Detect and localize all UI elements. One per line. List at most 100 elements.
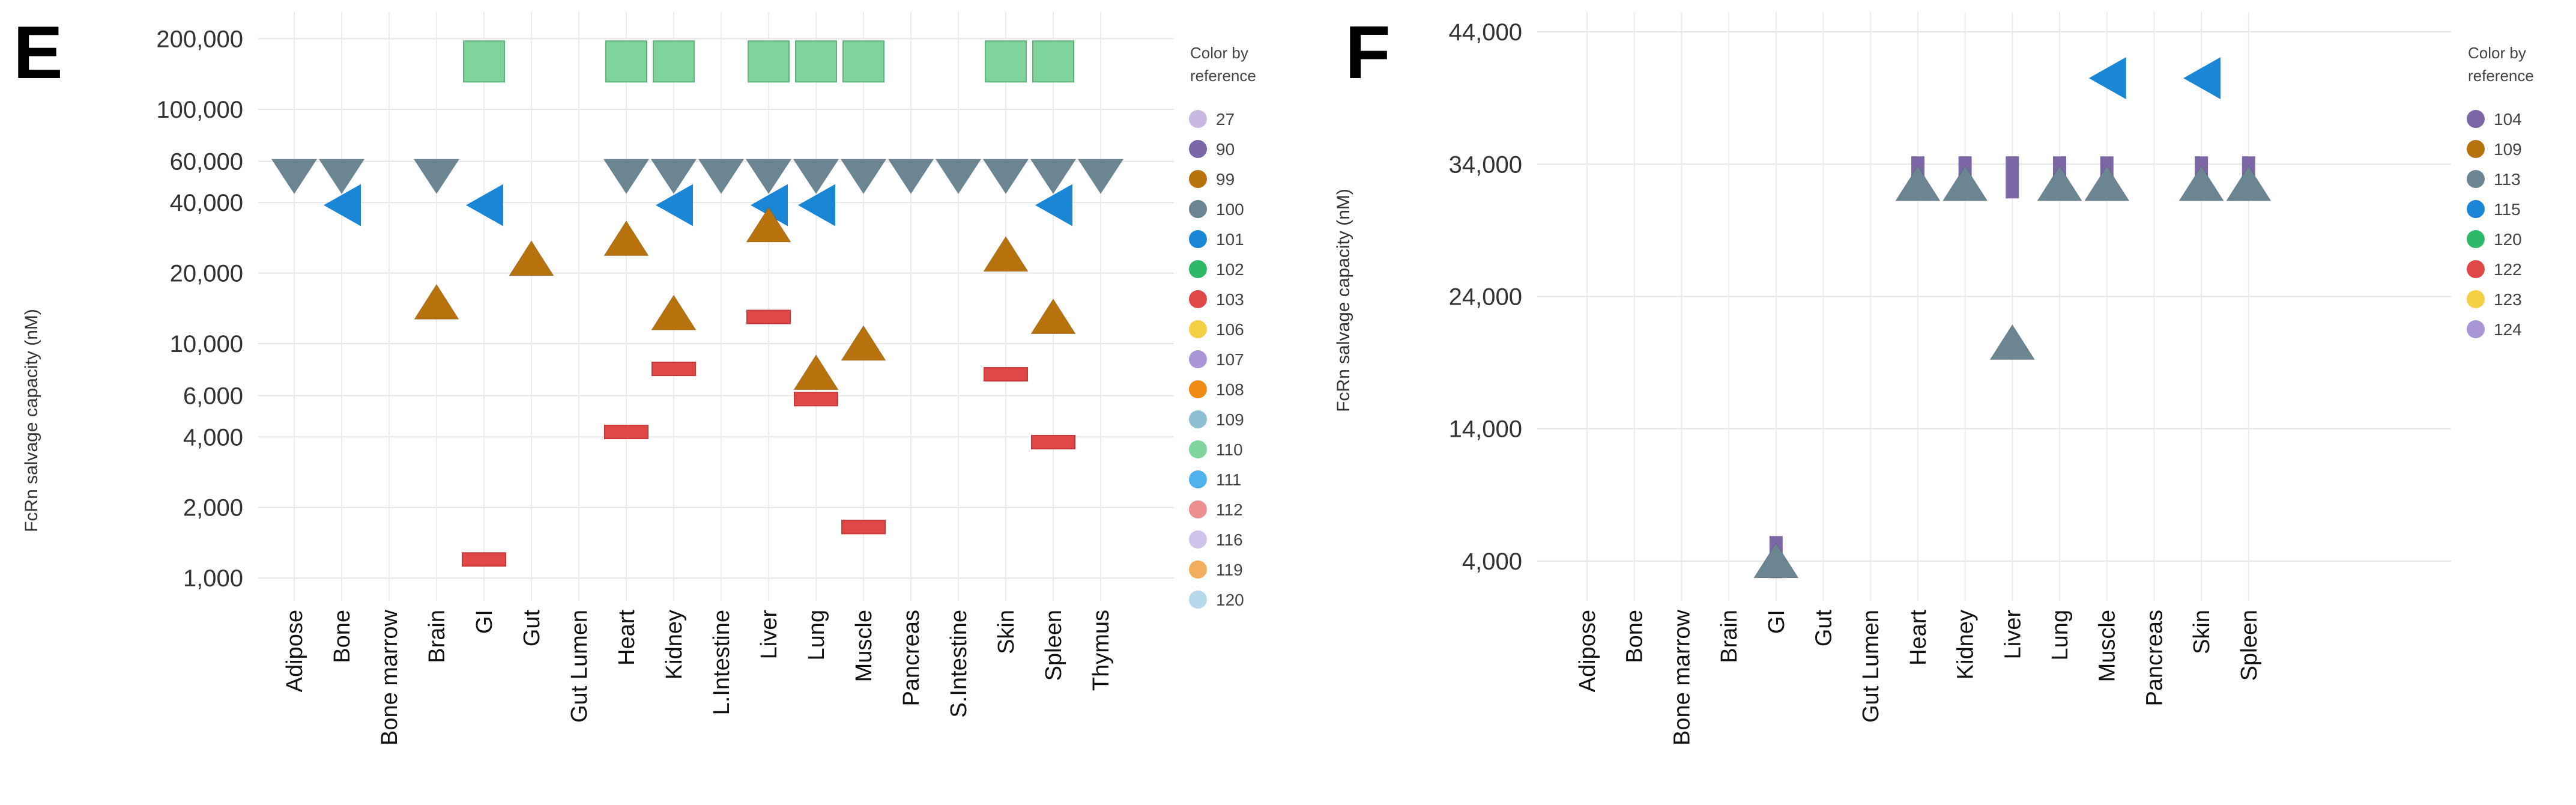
panel-f-x-tick-gut-lumen: Gut Lumen — [1858, 610, 1884, 723]
panel-f-legend-item-122: 122 — [2467, 260, 2522, 279]
panel-f-legend-label-124: 124 — [2494, 320, 2522, 339]
panel-f-legend-item-123: 123 — [2467, 290, 2522, 309]
panel-e-legend-label-101: 101 — [1216, 230, 1244, 249]
panel-e-x-tick-bone-marrow: Bone marrow — [377, 609, 402, 746]
panel-e-point-ref99-liver — [746, 207, 791, 243]
panel-e-legend-item-106: 106 — [1189, 320, 1244, 339]
panel-f-x-tick-adipose: Adipose — [1575, 610, 1600, 692]
panel-e-point-ref100-bone — [319, 159, 364, 194]
panel-e-point-ref103-liver — [746, 309, 791, 324]
panel-e-y-tick-label: 200,000 — [156, 26, 243, 52]
panel-e-point-ref100-pancreas — [888, 159, 934, 194]
panel-f-data-marks — [1753, 57, 2272, 579]
panel-e-point-ref100-brain — [414, 159, 459, 194]
panel-e-point-ref110-gi — [463, 40, 505, 83]
panel-e-point-ref99-skin — [983, 235, 1029, 272]
panel-f-point-ref115-muscle — [2088, 57, 2126, 100]
panel-e-point-ref99-spleen — [1030, 298, 1076, 335]
panel-e-y-tick-labels: 1,000 2,000 4,000 6,000 10,000 20,000 40,000 60… — [156, 26, 243, 592]
panel-f-point-ref115-skin — [2183, 57, 2221, 100]
panel-letter-e: E — [13, 11, 63, 94]
panel-f-x-tick-bone-marrow: Bone marrow — [1669, 609, 1695, 746]
panel-f-x-tick-gut: Gut — [1812, 610, 1837, 647]
panel-e-legend-swatch-99 — [1189, 170, 1207, 188]
panel-e-point-ref110-skin — [985, 40, 1027, 83]
panel-f-point-ref104-liver — [2006, 156, 2019, 199]
panel-f-legend-label-120: 120 — [2494, 230, 2522, 249]
panel-e-legend-swatch-102 — [1189, 260, 1207, 278]
panel-f-legend-label-115: 115 — [2494, 200, 2521, 219]
panel-e-point-ref99-muscle — [841, 325, 886, 361]
panel-e-legend-title-line-1: Color by — [1190, 44, 1248, 62]
panel-f-x-tick-lung: Lung — [2048, 610, 2073, 661]
panel-e-legend-label-90: 90 — [1216, 140, 1235, 159]
panel-e-point-ref103-kidney — [652, 362, 696, 377]
panel-e-y-tick-label: 10,000 — [170, 331, 243, 357]
panel-e-legend-item-101: 101 — [1189, 230, 1244, 249]
panel-e-legend-label-106: 106 — [1216, 320, 1244, 339]
panel-e-point-ref103-muscle — [841, 520, 886, 535]
panel-f-legend-swatch-122 — [2467, 260, 2485, 278]
panel-e-point-ref110-lung — [795, 40, 837, 83]
panel-letter-f: F — [1345, 11, 1391, 94]
panel-f: F 4,000 14,000 24,000 34,000 44,000 Adipose B… — [1334, 11, 2534, 746]
panel-f-legend-swatch-124 — [2467, 320, 2485, 338]
panel-e-legend-item-27: 27 — [1189, 110, 1235, 129]
panel-e-legend-label-109: 109 — [1216, 410, 1244, 429]
panel-f-legend-swatch-123 — [2467, 290, 2485, 308]
panel-e-x-tick-muscle: Muscle — [851, 610, 877, 682]
panel-e-point-ref101-gi — [466, 184, 503, 226]
panel-e-point-ref99-brain — [414, 284, 459, 320]
panel-e-x-tick-skin: Skin — [994, 610, 1019, 654]
panel-f-legend-swatch-104 — [2467, 110, 2485, 128]
panel-f-legend-item-104: 104 — [2467, 110, 2522, 129]
panel-e-legend-swatch-112 — [1189, 500, 1207, 518]
panel-f-point-ref113-skin — [2178, 165, 2225, 201]
panel-f-y-tick-label: 44,000 — [1449, 19, 1522, 46]
panel-f-x-tick-labels: Adipose Bone Bone marrow Brain GI Gut Gut Lume… — [1575, 609, 2262, 746]
panel-e-gridlines — [258, 12, 1174, 601]
panel-e-legend-item-99: 99 — [1189, 170, 1235, 189]
panel-e-legend-label-116: 116 — [1216, 530, 1243, 549]
panel-e-point-ref99-kidney — [651, 294, 697, 330]
panel-e-point-ref100-thymus — [1078, 159, 1123, 194]
panel-f-y-tick-label: 14,000 — [1449, 416, 1522, 443]
panel-e-legend-swatch-120 — [1189, 591, 1207, 609]
panel-e-legend-item-100: 100 — [1189, 200, 1244, 219]
panel-e-point-ref100-liver — [746, 159, 791, 194]
panel-f-x-tick-spleen: Spleen — [2237, 610, 2262, 681]
panel-e-legend-label-112: 112 — [1216, 500, 1243, 519]
panel-e-legend-label-108: 108 — [1216, 380, 1244, 399]
panel-e-x-tick-gut: Gut — [519, 610, 545, 647]
panel-e-legend-item-107: 107 — [1189, 350, 1244, 369]
panel-f-point-ref113-muscle — [2084, 165, 2130, 201]
panel-e-legend-item-103: 103 — [1189, 290, 1244, 309]
panel-e-legend-swatch-90 — [1189, 140, 1207, 158]
panel-e-y-tick-label: 40,000 — [170, 190, 243, 216]
panel-e-y-tick-label: 4,000 — [183, 424, 243, 451]
panel-f-x-tick-kidney: Kidney — [1953, 610, 1979, 679]
panel-f-x-tick-bone: Bone — [1622, 610, 1648, 663]
panel-f-legend-item-120: 120 — [2467, 230, 2522, 249]
panel-e-y-axis-label: FcRn salvage capacity (nM) — [22, 309, 41, 532]
panel-e-x-tick-adipose: Adipose — [282, 610, 307, 692]
panel-e-legend-label-119: 119 — [1216, 560, 1243, 579]
panel-e-point-ref101-liver — [751, 184, 788, 226]
panel-e-legend-swatch-116 — [1189, 530, 1207, 548]
panel-e-x-tick-liver: Liver — [757, 610, 782, 660]
panel-e-legend-item-116: 116 — [1189, 530, 1243, 549]
panel-e-x-tick-spleen: Spleen — [1041, 610, 1066, 681]
panel-e-legend-item-102: 102 — [1189, 260, 1244, 279]
panel-e-legend-label-99: 99 — [1216, 170, 1235, 189]
panel-e-y-tick-label: 2,000 — [183, 495, 243, 521]
panel-f-x-tick-gi: GI — [1764, 610, 1789, 634]
panel-f-x-tick-muscle: Muscle — [2095, 610, 2120, 682]
panel-f-legend-swatch-115 — [2467, 200, 2485, 218]
panel-e-legend-label-107: 107 — [1216, 350, 1244, 369]
panel-e-legend-item-109: 109 — [1189, 410, 1244, 429]
panel-e-legend-label-111: 111 — [1216, 470, 1242, 489]
panel-e-point-ref100-muscle — [841, 159, 886, 194]
panel-e-legend-label-120: 120 — [1216, 591, 1244, 609]
panel-e-point-ref101-kidney — [656, 184, 693, 226]
